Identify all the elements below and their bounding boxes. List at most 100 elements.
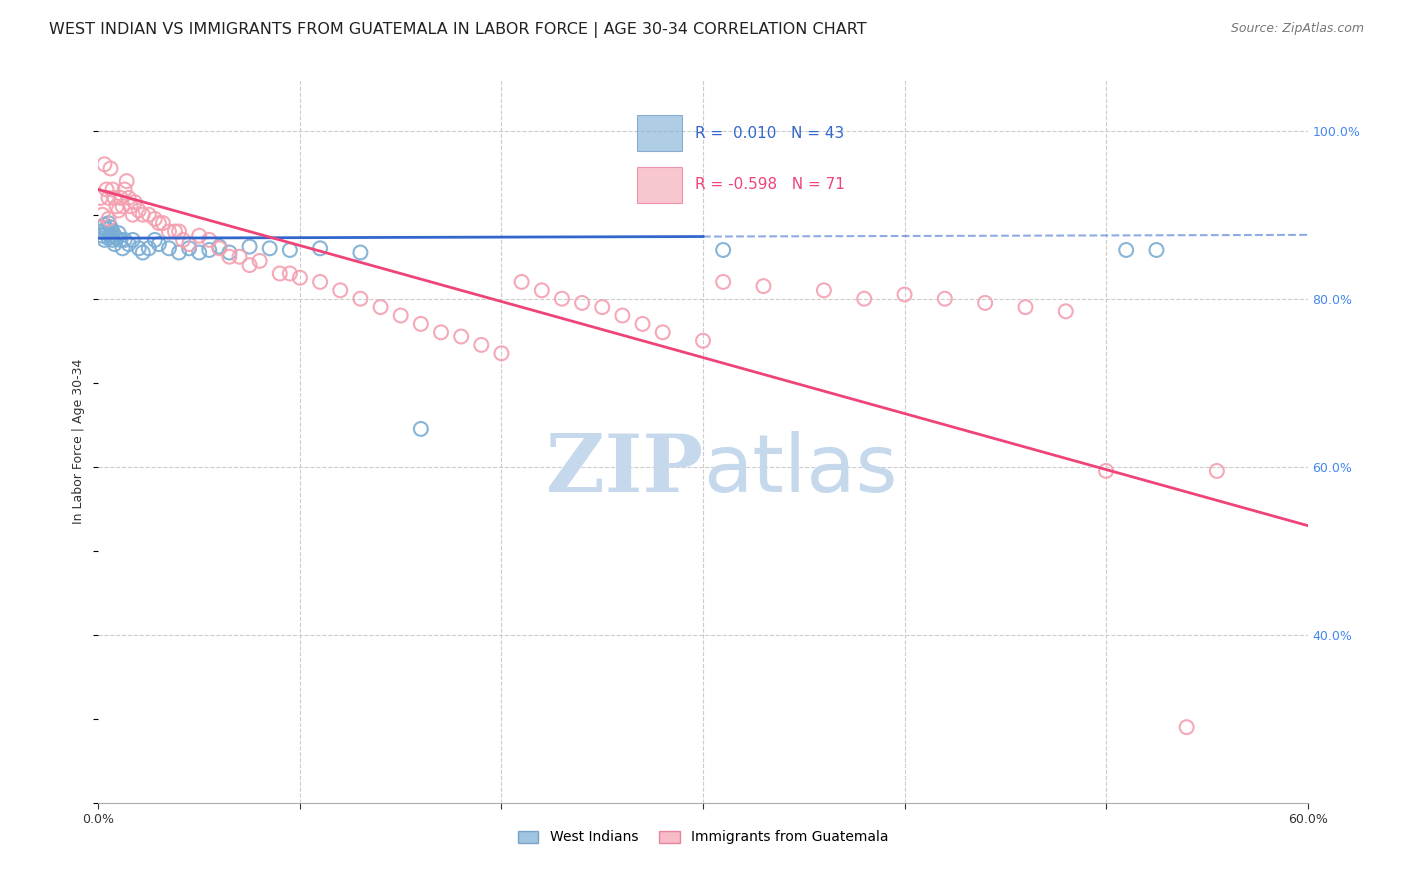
- Point: [571, 296, 593, 310]
- Point: [111, 241, 134, 255]
- Point: [107, 226, 129, 240]
- Point: [278, 267, 301, 281]
- Point: [138, 208, 160, 222]
- Point: [198, 243, 221, 257]
- Point: [430, 326, 453, 340]
- Point: [409, 422, 432, 436]
- Point: [239, 258, 262, 272]
- Point: [96, 222, 118, 236]
- Point: [105, 199, 128, 213]
- Point: [309, 275, 332, 289]
- Point: [167, 225, 190, 239]
- Point: [97, 231, 120, 245]
- Point: [103, 228, 125, 243]
- Point: [752, 279, 775, 293]
- Point: [101, 182, 124, 196]
- Point: [157, 241, 180, 255]
- Point: [288, 270, 311, 285]
- Point: [329, 283, 352, 297]
- Point: [974, 296, 997, 310]
- Point: [1206, 464, 1229, 478]
- Point: [612, 309, 634, 323]
- Point: [893, 287, 915, 301]
- Point: [132, 245, 155, 260]
- Point: [208, 241, 231, 255]
- Point: [120, 199, 142, 213]
- Point: [188, 228, 211, 243]
- Point: [1014, 300, 1036, 314]
- Point: [118, 191, 141, 205]
- Point: [692, 334, 714, 348]
- Point: [1175, 720, 1198, 734]
- Point: [132, 208, 155, 222]
- Point: [278, 243, 301, 257]
- Point: [97, 191, 120, 205]
- Point: [228, 250, 250, 264]
- Point: [491, 346, 513, 360]
- Point: [259, 241, 281, 255]
- Point: [143, 211, 166, 226]
- Point: [101, 233, 124, 247]
- Point: [167, 245, 190, 260]
- Text: WEST INDIAN VS IMMIGRANTS FROM GUATEMALA IN LABOR FORCE | AGE 30-34 CORRELATION : WEST INDIAN VS IMMIGRANTS FROM GUATEMALA…: [49, 22, 868, 38]
- Point: [631, 317, 654, 331]
- Point: [218, 245, 240, 260]
- Point: [711, 275, 734, 289]
- Point: [163, 225, 186, 239]
- Text: Source: ZipAtlas.com: Source: ZipAtlas.com: [1230, 22, 1364, 36]
- Point: [118, 237, 141, 252]
- Point: [1115, 243, 1137, 257]
- Point: [128, 203, 150, 218]
- Point: [711, 243, 734, 257]
- Point: [1054, 304, 1077, 318]
- Point: [93, 233, 115, 247]
- Point: [110, 191, 132, 205]
- Point: [179, 241, 201, 255]
- Point: [269, 267, 291, 281]
- Point: [107, 203, 129, 218]
- Point: [100, 220, 122, 235]
- Point: [100, 228, 122, 243]
- Point: [121, 208, 143, 222]
- Point: [93, 218, 115, 232]
- Point: [103, 191, 125, 205]
- Point: [128, 241, 150, 255]
- Point: [530, 283, 553, 297]
- Point: [143, 233, 166, 247]
- Point: [309, 241, 332, 255]
- Point: [1095, 464, 1118, 478]
- Point: [249, 254, 271, 268]
- Point: [591, 300, 613, 314]
- Point: [218, 250, 240, 264]
- Point: [91, 220, 114, 235]
- Point: [148, 216, 170, 230]
- Point: [97, 216, 120, 230]
- Point: [934, 292, 956, 306]
- Point: [389, 309, 412, 323]
- Point: [91, 208, 114, 222]
- Point: [409, 317, 432, 331]
- Point: [138, 241, 160, 255]
- Point: [93, 157, 115, 171]
- Point: [450, 329, 472, 343]
- Point: [551, 292, 574, 306]
- Point: [157, 225, 180, 239]
- Point: [179, 237, 201, 252]
- Point: [239, 239, 262, 253]
- Y-axis label: In Labor Force | Age 30-34: In Labor Force | Age 30-34: [72, 359, 86, 524]
- Point: [111, 199, 134, 213]
- Point: [124, 195, 146, 210]
- Point: [510, 275, 533, 289]
- Point: [103, 237, 125, 252]
- Point: [188, 245, 211, 260]
- Text: atlas: atlas: [703, 432, 897, 509]
- Point: [813, 283, 835, 297]
- Point: [96, 226, 118, 240]
- Point: [105, 231, 128, 245]
- Point: [115, 174, 138, 188]
- Point: [91, 228, 114, 243]
- Point: [349, 292, 371, 306]
- Point: [110, 233, 132, 247]
- Point: [152, 216, 174, 230]
- Point: [121, 233, 143, 247]
